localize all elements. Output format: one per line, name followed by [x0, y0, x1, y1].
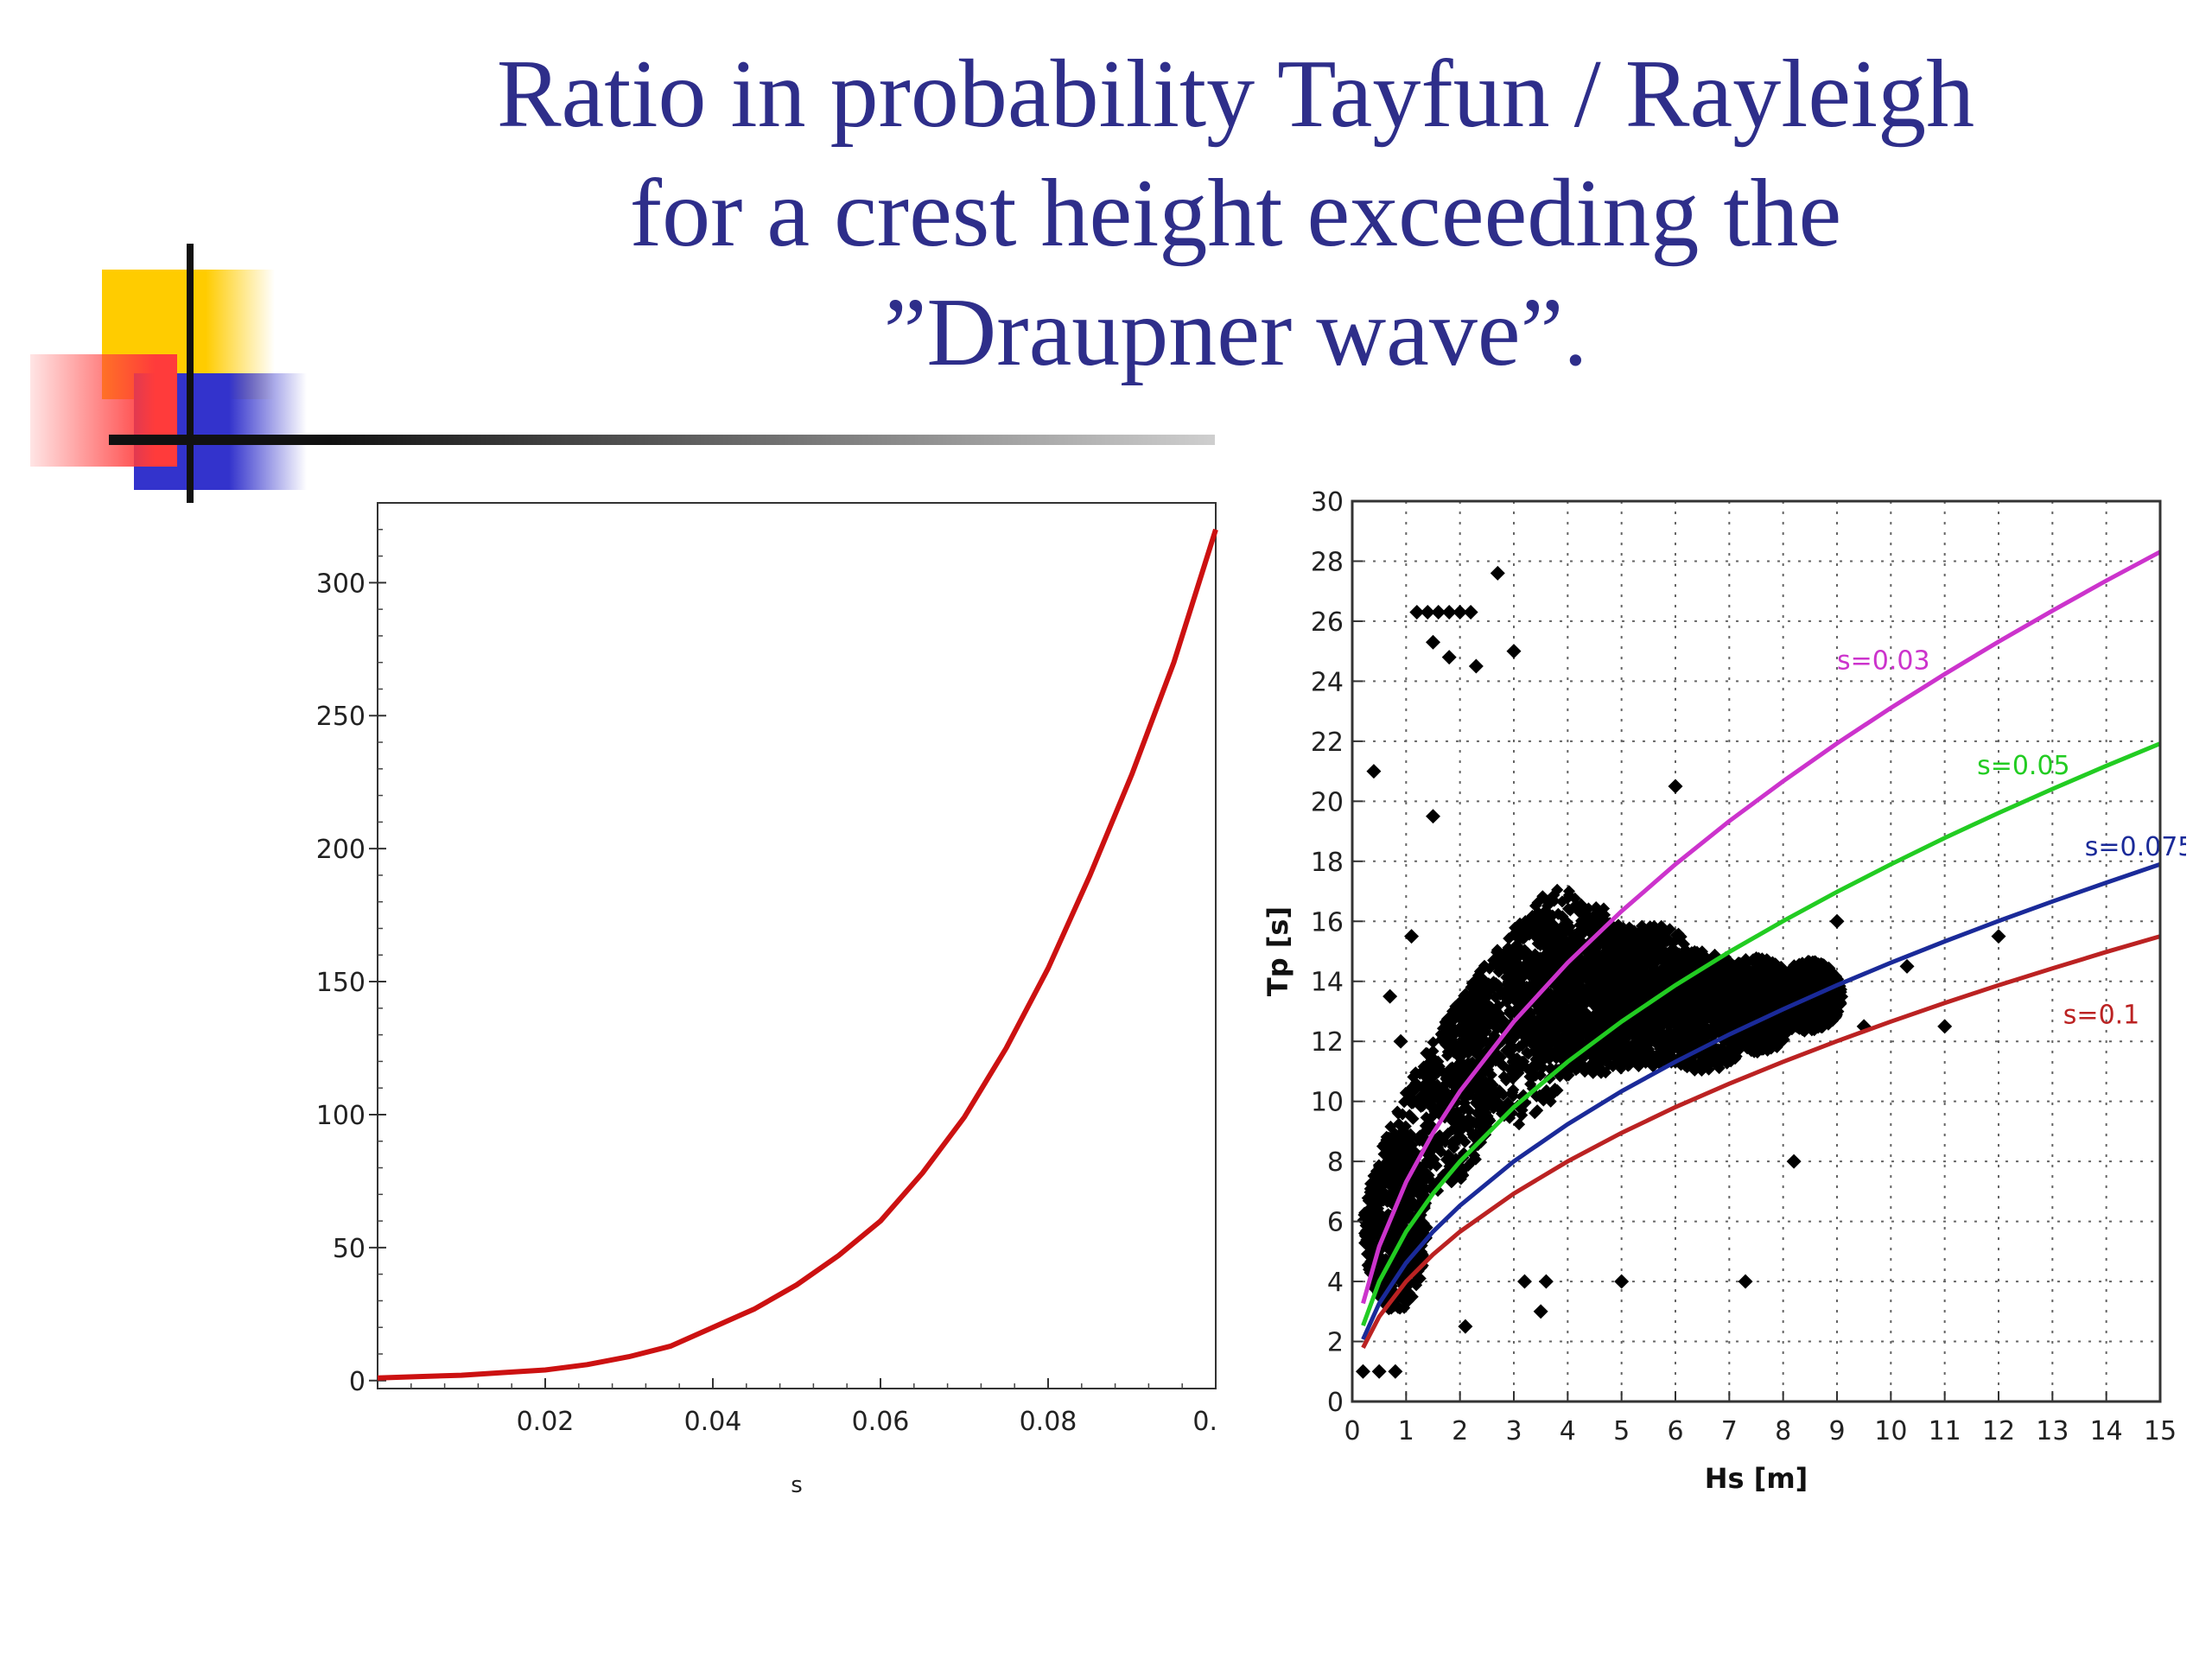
scatter-point	[1455, 1131, 1468, 1144]
scatter-point	[1604, 1005, 1617, 1018]
scatter-point	[1535, 909, 1548, 922]
scatter-point	[1529, 1052, 1542, 1066]
y-tick-label: 50	[333, 1234, 365, 1264]
title-line-2: for a crest height exceeding the	[629, 160, 1842, 267]
scatter-point	[1406, 1080, 1419, 1094]
scatter-point	[1512, 932, 1525, 945]
scatter-point	[1497, 1059, 1510, 1072]
scatter-point	[1384, 1131, 1397, 1145]
y-tick-label: 150	[316, 968, 365, 998]
scatter-point	[1605, 956, 1618, 969]
scatter-point	[1396, 1141, 1409, 1154]
scatter-point	[1417, 1183, 1430, 1196]
scatter-point	[1528, 1032, 1541, 1045]
scatter-point	[1472, 997, 1485, 1010]
scatter-point	[1502, 976, 1515, 988]
scatter-point	[1616, 947, 1629, 960]
scatter-point	[1439, 1015, 1452, 1028]
y-tick-label: 200	[316, 835, 365, 865]
deco-horizontal-line	[109, 435, 1215, 445]
x-tick-label: 0.02	[517, 1407, 575, 1437]
scatter-point	[1619, 1028, 1632, 1041]
scatter-point	[1540, 1028, 1553, 1041]
scatter-point	[1590, 996, 1604, 1009]
x-tick-label: 0.08	[1020, 1407, 1077, 1437]
scatter-point	[1554, 1043, 1567, 1056]
x-axis-label: s	[791, 1472, 803, 1498]
scatter-point	[1614, 988, 1627, 1001]
y-tick-label: 0	[349, 1367, 365, 1397]
scatter-point	[1373, 1219, 1386, 1232]
scatter-point	[1525, 971, 1538, 984]
deco-red-square	[30, 354, 177, 467]
ratio-line	[377, 528, 1218, 1381]
scatter-point	[1464, 1089, 1477, 1102]
scatter-point	[1440, 1085, 1452, 1098]
scatter-point	[1361, 1248, 1374, 1261]
scatter-point	[1427, 1100, 1440, 1113]
scatter-point	[1639, 975, 1652, 988]
ratio-line-chart: 0 50 100 150 200 250 300 0.02 0.04 0.06 0.08 0. s	[316, 502, 1218, 1498]
scatter-point	[1535, 1039, 1549, 1052]
y-tick-label: 300	[316, 569, 365, 599]
scatter-point	[1599, 982, 1612, 995]
scatter-point	[1421, 1084, 1434, 1096]
scatter-point	[1541, 989, 1554, 1002]
scatter-point	[1418, 1159, 1431, 1172]
title-line-3: ”Draupner wave”.	[883, 279, 1588, 386]
scatter-point	[1592, 1020, 1605, 1033]
scatter-point	[1570, 1032, 1584, 1046]
scatter-point	[1433, 1131, 1446, 1144]
title-line-1: Ratio in probability Tayfun / Rayleigh	[496, 41, 1975, 148]
scatter-point	[1605, 995, 1618, 1009]
hs-tp-scatter-chart: s=0.03s=0.05s=0.075s=0.10246810121416182…	[1262, 487, 2186, 1495]
x-tick-label: 0.04	[684, 1407, 742, 1437]
scatter-point	[1385, 1180, 1398, 1193]
scatter-point	[1491, 980, 1503, 993]
scatter-point	[1395, 1170, 1408, 1183]
scatter-point	[1574, 929, 1587, 942]
plot-background	[1352, 501, 2160, 1402]
deco-vertical-line	[187, 244, 194, 503]
scatter-point	[1615, 939, 1628, 953]
scatter-point	[1544, 940, 1557, 953]
x-tick-label: 0.06	[852, 1407, 910, 1437]
y-tick-label: 250	[316, 702, 365, 732]
scatter-point	[1505, 1088, 1518, 1101]
x-tick-label: 0.	[1192, 1407, 1217, 1437]
scatter-point	[1362, 1220, 1375, 1234]
scatter-cloud	[1357, 883, 1849, 1316]
slide-title: Ratio in probability Tayfun / Rayleigh f…	[328, 35, 2143, 392]
scatter-point	[1373, 1160, 1386, 1173]
scatter-point	[1383, 1144, 1396, 1157]
plot-frame	[377, 502, 1217, 1389]
scatter-point	[1456, 993, 1469, 1006]
scatter-point	[1592, 947, 1605, 960]
scatter-point	[1527, 927, 1540, 940]
y-tick-label: 100	[316, 1101, 365, 1131]
